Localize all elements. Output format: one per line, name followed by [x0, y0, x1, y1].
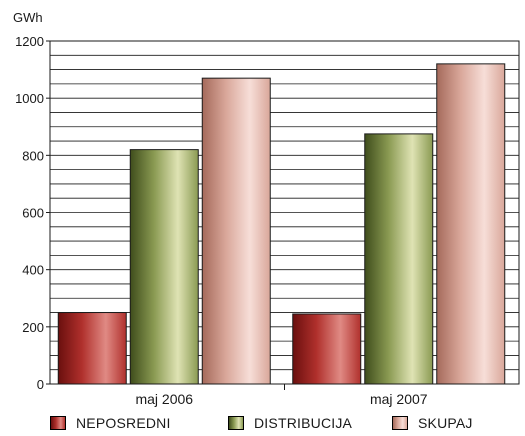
legend-label-neposredni: NEPOSREDNI — [76, 415, 171, 431]
bar-neposredni-maj-2006 — [57, 312, 127, 385]
legend-swatch-skupaj — [392, 416, 408, 430]
legend: NEPOSREDNI DISTRIBUCIJA SKUPAJ — [0, 412, 525, 434]
legend-item-skupaj: SKUPAJ — [392, 412, 473, 434]
y-tick-label: 800 — [22, 148, 44, 163]
y-tick-label: 1200 — [15, 34, 44, 49]
bars — [57, 63, 506, 385]
legend-label-skupaj: SKUPAJ — [418, 415, 473, 431]
axes: 0 200 400 600 800 1000 1200 maj 2006 maj 2007 — [15, 34, 520, 407]
bar-skupaj-maj-2007 — [436, 63, 506, 385]
x-tick-label: maj 2006 — [135, 391, 193, 407]
y-axis-label: GWh — [13, 10, 43, 25]
y-tick-label: 0 — [37, 377, 44, 392]
legend-swatch-neposredni — [50, 416, 66, 430]
y-tick-label: 1000 — [15, 91, 44, 106]
x-tick-label: maj 2007 — [370, 391, 428, 407]
bar-neposredni-maj-2007 — [292, 313, 362, 385]
bar-chart: 0 200 400 600 800 1000 1200 maj 2006 maj 2007 GW… — [13, 10, 520, 407]
legend-item-distribucija: DISTRIBUCIJA — [228, 412, 352, 434]
y-tick-label: 400 — [22, 263, 44, 278]
bar-distribucija-maj-2006 — [129, 149, 199, 385]
legend-swatch-distribucija — [228, 416, 244, 430]
bar-distribucija-maj-2007 — [364, 133, 434, 385]
legend-label-distribucija: DISTRIBUCIJA — [254, 415, 353, 431]
y-tick-label: 600 — [22, 206, 44, 221]
legend-item-neposredni: NEPOSREDNI — [50, 412, 171, 434]
bar-skupaj-maj-2006 — [201, 77, 271, 385]
y-tick-label: 200 — [22, 320, 44, 335]
